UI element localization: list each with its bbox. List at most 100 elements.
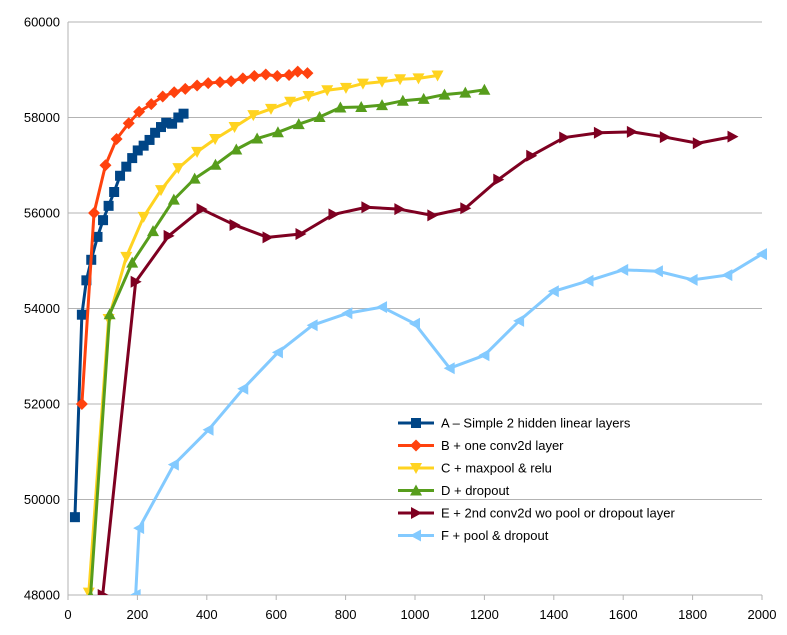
data-point: [103, 200, 114, 211]
data-point: [229, 218, 241, 231]
data-point: [145, 98, 158, 111]
x-tick-label: 1200: [470, 607, 499, 622]
legend-swatch-marker: [411, 507, 422, 519]
data-point: [237, 382, 249, 395]
data-point: [431, 70, 444, 82]
data-point: [284, 96, 297, 108]
x-tick-label: 800: [335, 607, 357, 622]
series-line: [134, 252, 763, 595]
data-point: [147, 225, 160, 237]
data-point: [133, 522, 145, 535]
data-point: [659, 131, 671, 144]
data-point: [756, 248, 767, 261]
data-point: [109, 186, 120, 197]
series-line: [73, 112, 185, 518]
x-tick-label: 600: [265, 607, 287, 622]
data-point: [271, 346, 283, 359]
series-d: [87, 83, 491, 595]
data-point: [137, 211, 150, 223]
legend-swatch-marker: [410, 439, 422, 452]
data-point: [179, 82, 192, 95]
series-line: [89, 88, 485, 595]
data-point: [202, 423, 214, 436]
data-point: [376, 99, 389, 111]
legend-entry: A – Simple 2 hidden linear layers: [398, 416, 631, 431]
x-tick-label: 2000: [748, 607, 777, 622]
data-point: [376, 76, 389, 88]
data-point: [626, 125, 638, 138]
data-point: [376, 301, 388, 314]
data-point: [126, 256, 139, 268]
data-point: [692, 137, 704, 150]
data-point: [99, 159, 112, 172]
data-point: [271, 126, 284, 138]
axes: [67, 22, 763, 600]
data-point: [283, 69, 296, 82]
data-point: [361, 201, 373, 214]
data-point: [76, 309, 87, 320]
data-point: [328, 208, 340, 221]
legend-entry: D + dropout: [398, 483, 510, 498]
data-point: [394, 74, 407, 86]
data-point: [721, 269, 733, 282]
data-point: [69, 512, 80, 523]
data-point: [651, 265, 663, 278]
data-point: [427, 209, 439, 222]
data-point: [394, 203, 406, 216]
data-point: [196, 203, 208, 216]
y-tick-label: 52000: [24, 397, 60, 412]
data-point: [409, 317, 420, 330]
data-point: [301, 67, 314, 80]
x-tick-label: 1400: [539, 607, 568, 622]
data-point: [230, 143, 243, 155]
data-point: [617, 263, 629, 276]
data-point: [259, 68, 272, 81]
data-point: [292, 118, 305, 130]
x-tick-label: 1000: [401, 607, 430, 622]
data-point: [213, 76, 226, 89]
data-point: [686, 273, 698, 286]
data-point: [334, 101, 347, 113]
tick-labels: 48000 50000 52000 54000 56000 58000 60000 0 200 4…: [24, 15, 777, 623]
data-point: [478, 83, 491, 95]
data-point: [306, 319, 318, 332]
data-point: [339, 82, 352, 94]
data-point: [313, 111, 326, 123]
legend-label: B + one conv2d layer: [441, 438, 564, 453]
data-point: [262, 231, 274, 244]
y-tick-label: 54000: [24, 301, 60, 316]
data-point: [154, 185, 167, 197]
data-point: [98, 215, 109, 226]
data-point: [417, 92, 430, 104]
data-point: [248, 69, 261, 82]
legend-label: A – Simple 2 hidden linear layers: [441, 416, 631, 431]
data-point: [459, 86, 472, 98]
y-tick-label: 58000: [24, 110, 60, 125]
legend-label: E + 2nd conv2d wo pool or dropout layer: [441, 506, 675, 521]
data-point: [172, 163, 185, 175]
data-point: [593, 126, 605, 139]
data-point: [130, 275, 142, 288]
data-point: [438, 88, 451, 100]
x-tick-label: 1600: [609, 607, 638, 622]
data-point: [412, 73, 425, 85]
legend-label: F + pool & dropout: [441, 528, 549, 543]
data-point: [168, 86, 181, 99]
data-point: [133, 105, 146, 118]
legend-label: C + maxpool & relu: [441, 461, 552, 476]
legend-entry: F + pool & dropout: [398, 528, 549, 543]
x-tick-label: 1800: [678, 607, 707, 622]
data-point: [209, 133, 222, 145]
data-point: [251, 132, 264, 144]
data-point: [129, 589, 141, 595]
data-point: [302, 91, 315, 103]
data-point: [75, 398, 88, 410]
data-point: [202, 77, 215, 90]
data-point: [291, 65, 304, 78]
x-tick-label: 0: [64, 607, 71, 622]
legend-entry: C + maxpool & relu: [398, 461, 552, 476]
data-point: [122, 117, 135, 130]
data-point: [82, 587, 95, 595]
series-line: [101, 130, 733, 595]
